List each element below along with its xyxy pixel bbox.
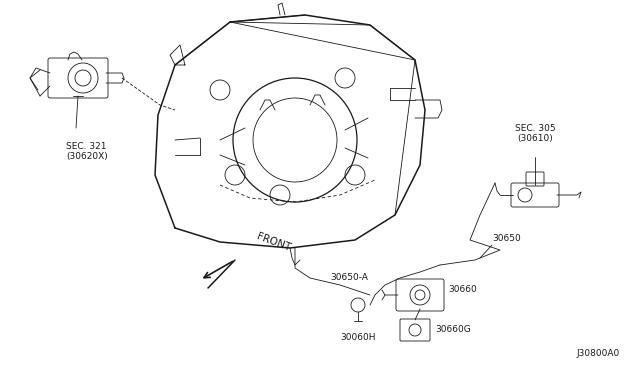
Text: 30660G: 30660G <box>435 326 471 334</box>
Text: SEC. 321
(30620X): SEC. 321 (30620X) <box>66 142 108 161</box>
Text: 30060H: 30060H <box>340 333 376 342</box>
Text: 30650-A: 30650-A <box>330 273 368 282</box>
Text: 30650: 30650 <box>492 234 521 243</box>
Text: SEC. 305
(30610): SEC. 305 (30610) <box>515 124 556 143</box>
Text: 30660: 30660 <box>448 285 477 295</box>
Text: FRONT: FRONT <box>255 231 292 253</box>
Text: J30800A0: J30800A0 <box>577 349 620 358</box>
